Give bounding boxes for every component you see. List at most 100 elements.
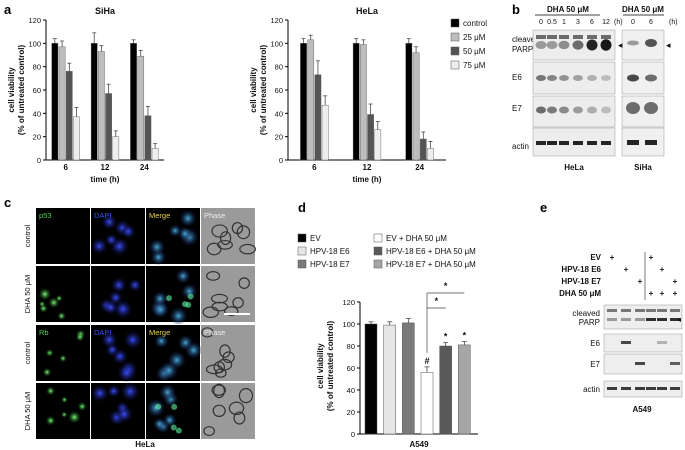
cell-line-label: A549	[632, 405, 652, 414]
green-nucleus	[45, 415, 56, 426]
legend-label: 25 μM	[463, 33, 486, 42]
nucleus	[153, 417, 166, 431]
merge-dot	[170, 424, 177, 431]
panel-letter-c: c	[4, 195, 11, 210]
band	[627, 140, 639, 145]
legend-swatch	[450, 32, 460, 42]
lane-label: 6	[649, 19, 653, 26]
y-tick-label: 40	[33, 109, 41, 118]
band	[536, 106, 546, 114]
legend-label: HPV-18 E6	[310, 247, 350, 256]
y-tick-label: 80	[33, 63, 41, 72]
bar	[90, 43, 98, 161]
phase-cell	[238, 277, 250, 289]
band	[627, 74, 639, 82]
x-axis-label: time (h)	[353, 175, 382, 184]
nucleus	[159, 384, 176, 400]
bar	[402, 322, 415, 435]
merge-dot	[155, 403, 162, 410]
micrograph	[201, 325, 255, 381]
row-label: DHA 50 μM	[23, 275, 32, 314]
band	[536, 75, 546, 81]
band	[601, 141, 611, 145]
row-label: E7	[512, 104, 522, 113]
panel-e-western-blot: EV + + HPV-18 E6 + + HPV-18 E7 + + DHA 50 μM + + + cl…	[559, 252, 683, 414]
green-nucleus	[45, 348, 54, 357]
panel-letter-b: b	[512, 2, 520, 17]
phase-cell	[203, 426, 216, 437]
nucleus	[117, 363, 136, 382]
bar	[144, 115, 152, 161]
green-nucleus	[45, 386, 56, 396]
lane-label: 0.5	[547, 19, 557, 26]
green-nucleus	[61, 396, 68, 404]
phase-cell	[219, 231, 232, 246]
merge-dot	[171, 403, 178, 410]
merge-dot	[181, 301, 188, 308]
band	[607, 387, 617, 390]
blot-strip	[532, 61, 616, 95]
bar	[314, 74, 322, 161]
y-axis-label: cell viability	[316, 343, 325, 389]
lane-label: 0	[631, 19, 635, 26]
green-nucleus	[55, 294, 63, 302]
band	[587, 106, 597, 114]
band	[657, 309, 667, 312]
phase-cell	[219, 344, 231, 358]
bar	[439, 345, 452, 435]
y-tick-label: 0	[279, 156, 283, 165]
x-tick-label: 12	[101, 163, 110, 172]
bar	[65, 71, 73, 161]
band	[547, 106, 557, 114]
band-arrow: ◂	[677, 315, 681, 324]
legend-swatch	[373, 233, 383, 243]
chart-title: HeLa	[356, 6, 379, 16]
nucleus	[170, 307, 187, 325]
plus-mark: +	[624, 265, 629, 274]
x-tick-label: 6	[312, 163, 317, 172]
band	[536, 35, 546, 39]
phase-cell	[217, 239, 233, 250]
legend-swatch	[450, 18, 460, 28]
plus-mark: +	[610, 253, 615, 262]
nucleus	[153, 291, 167, 306]
x-tick-label: 24	[415, 163, 424, 172]
bar	[58, 46, 66, 161]
treatment-label: HPV-18 E7	[561, 277, 601, 286]
band	[670, 387, 680, 390]
legend-label: HPV-18 E7	[310, 260, 350, 269]
legend-label: HPV-18 E7 + DHA 50 μM	[386, 260, 476, 269]
row-label: E7	[590, 360, 600, 369]
green-nucleus	[59, 354, 67, 363]
y-axis-label: cell viability	[249, 67, 258, 113]
significance-mark: #	[424, 356, 429, 366]
nucleus	[178, 226, 192, 241]
green-nucleus	[67, 410, 81, 424]
bar	[51, 43, 59, 161]
band	[547, 141, 557, 145]
bar	[374, 129, 382, 161]
y-tick-label: 20	[275, 133, 283, 142]
significance-mark: *	[463, 331, 467, 341]
blot-strip	[603, 304, 683, 330]
phase-cell	[212, 404, 226, 418]
phase-cell	[217, 358, 233, 371]
row-label: DHA 50 μM	[23, 392, 32, 431]
x-axis-label: time (h)	[91, 175, 120, 184]
channel-label: Phase	[204, 211, 225, 220]
y-tick-label: 100	[28, 39, 41, 48]
band	[645, 140, 657, 145]
band	[601, 75, 611, 81]
chart-a-siha: SiHa 0 20 40 60 80 100 120 6 12 24 time (h) cell via…	[7, 6, 164, 184]
bar	[383, 324, 396, 435]
nucleus	[91, 238, 108, 254]
bar	[364, 323, 378, 435]
channel-label: Merge	[149, 328, 170, 337]
channel-label: DAPI	[94, 211, 112, 220]
nucleus	[91, 385, 108, 402]
channel-label: Rb	[39, 328, 49, 337]
micrograph	[36, 383, 90, 439]
nucleus	[101, 214, 117, 230]
y-tick-label: 60	[275, 86, 283, 95]
